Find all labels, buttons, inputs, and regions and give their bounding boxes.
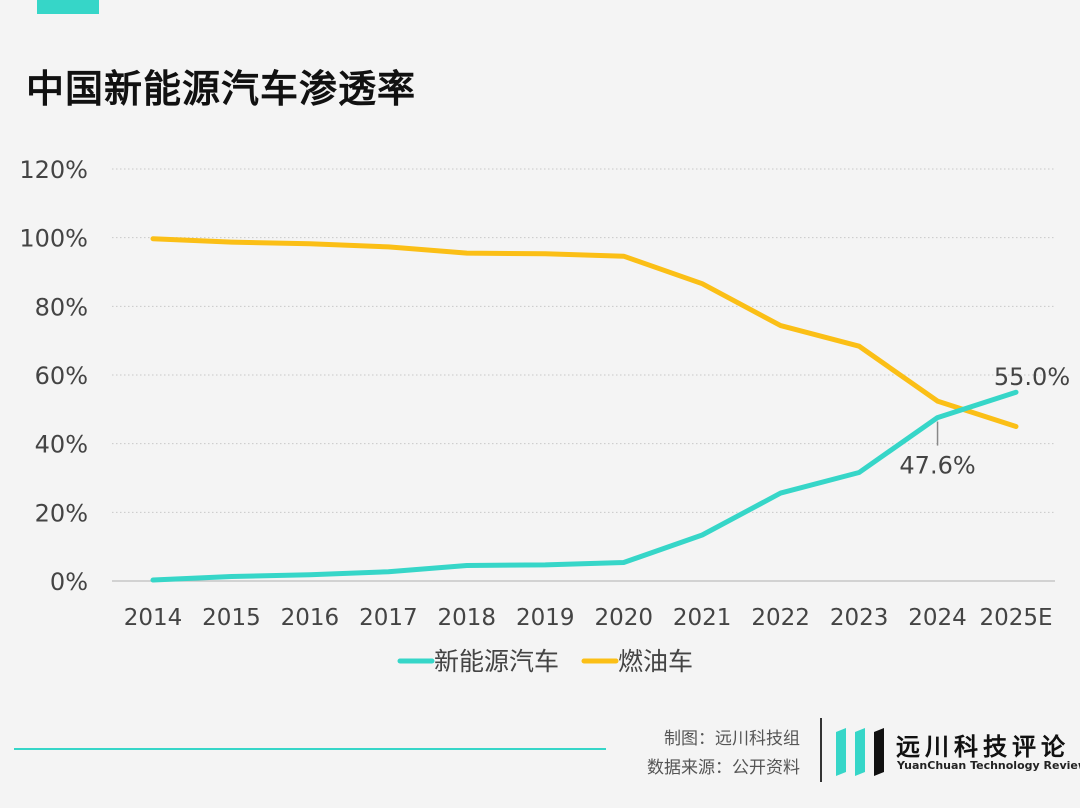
x-tick-label: 2015 (202, 605, 261, 631)
y-tick-label: 20% (35, 499, 88, 527)
accent-block (37, 0, 99, 14)
brand-name-cn: 远川科技评论 (896, 733, 1070, 761)
footer-rule (14, 748, 606, 750)
x-tick-label: 2025E (979, 605, 1052, 631)
x-tick-label: 2024 (908, 605, 967, 631)
data-label-0: 47.6% (899, 452, 975, 480)
y-tick-label: 60% (35, 362, 88, 390)
x-tick-label: 2023 (830, 605, 889, 631)
y-tick-label: 0% (50, 568, 88, 596)
chart-title: 中国新能源汽车渗透率 (26, 67, 417, 111)
x-tick-label: 2018 (438, 605, 497, 631)
legend-label-1: 燃油车 (618, 647, 693, 676)
brand-name-en: YuanChuan Technology Review (897, 759, 1080, 772)
series-line-1 (150, 236, 1019, 429)
y-tick-label: 100% (19, 225, 88, 253)
brand-logo-icon (836, 728, 884, 776)
x-tick-label: 2021 (673, 605, 732, 631)
x-tick-label: 2020 (594, 605, 653, 631)
credit-maker: 制图：远川科技组 (664, 729, 800, 749)
x-tick-label: 2014 (124, 605, 183, 631)
footer-divider (820, 718, 822, 782)
data-label-1: 55.0% (994, 363, 1070, 391)
x-tick-label: 2017 (359, 605, 418, 631)
y-tick-label: 40% (35, 431, 88, 459)
y-tick-label: 80% (35, 293, 88, 321)
legend-label-0: 新能源汽车 (434, 647, 559, 676)
x-tick-label: 2022 (751, 605, 810, 631)
credit-source: 数据来源：公开资料 (647, 758, 800, 778)
x-tick-label: 2019 (516, 605, 575, 631)
line-chart: 0% 20% 40% 60% 80% 100% 120% 2014 2015 2016 2017 20… (19, 156, 1070, 676)
series-line-0 (150, 389, 1019, 583)
y-tick-label: 120% (19, 156, 88, 184)
x-tick-label: 2016 (281, 605, 340, 631)
